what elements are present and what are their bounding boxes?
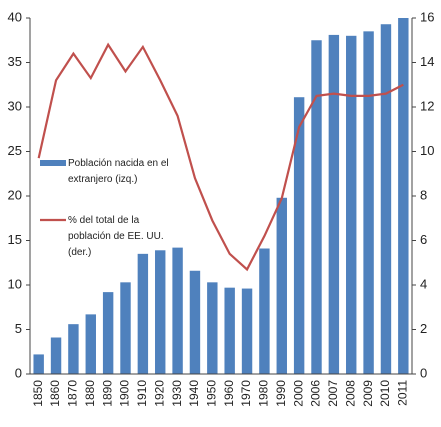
x-tick-label: 1930 (170, 380, 184, 407)
y2-tick-label: 10 (420, 143, 434, 158)
bar (189, 270, 201, 374)
x-tick-label: 1950 (204, 380, 218, 407)
legend-label: Población nacida en el extranjero (izq.) (68, 158, 169, 185)
y2-tick-label: 4 (420, 276, 427, 291)
x-tick-label: 1880 (83, 380, 97, 407)
x-tick-label: 2008 (343, 380, 357, 407)
x-tick-label: 2009 (361, 380, 375, 407)
bar (293, 97, 305, 375)
y2-tick-label: 0 (420, 365, 427, 380)
legend-swatch (40, 160, 66, 166)
bar (224, 287, 235, 374)
x-tick-label: 1980 (257, 380, 271, 407)
y2-tick-label: 6 (420, 232, 427, 247)
bar (50, 337, 62, 374)
x-tick-label: 1910 (135, 380, 149, 407)
bar (85, 314, 96, 374)
x-tick-label: 1990 (274, 380, 288, 407)
x-tick-label: 1920 (152, 380, 166, 407)
x-tick-label: 1960 (222, 380, 236, 407)
bar (276, 197, 287, 374)
bar (137, 253, 149, 374)
y-tick-label: 5 (15, 321, 22, 336)
y-tick-label: 35 (8, 54, 22, 69)
bar (363, 31, 374, 374)
bar (33, 354, 44, 374)
x-tick-label: 1900 (118, 380, 132, 407)
y-tick-label: 20 (8, 187, 22, 202)
x-tick-label: 2011 (395, 380, 409, 406)
x-tick-label: 1940 (187, 380, 201, 407)
y2-tick-label: 8 (420, 187, 427, 202)
x-tick-label: 2007 (326, 380, 340, 407)
bar (172, 247, 183, 374)
x-tick-label: 2000 (291, 380, 305, 407)
y-tick-label: 10 (8, 276, 22, 291)
bar (68, 324, 79, 374)
y-tick-label: 25 (8, 143, 22, 158)
x-tick-label: 1860 (48, 380, 62, 407)
bar (102, 292, 114, 374)
x-tick-label: 2006 (309, 380, 323, 407)
y2-tick-label: 14 (420, 54, 434, 69)
bar (241, 288, 253, 374)
bar (155, 250, 166, 374)
y-tick-label: 40 (8, 9, 22, 24)
bar (380, 24, 392, 374)
bar (259, 248, 270, 374)
y-tick-label: 0 (15, 365, 22, 380)
y2-tick-label: 12 (420, 98, 434, 113)
x-tick-label: 2010 (378, 380, 392, 407)
bar (311, 40, 322, 374)
bar (120, 282, 131, 374)
x-tick-label: 1850 (31, 380, 45, 407)
bar (398, 18, 409, 374)
bar (207, 282, 218, 374)
bar (346, 35, 357, 375)
y2-tick-label: 16 (420, 9, 434, 24)
x-tick-label: 1870 (66, 380, 80, 407)
line (37, 42, 404, 272)
y-tick-label: 30 (8, 98, 22, 113)
y-tick-label: 15 (8, 232, 22, 247)
y2-tick-label: 2 (420, 321, 427, 336)
x-tick-label: 1890 (100, 380, 114, 407)
x-tick-label: 1970 (239, 380, 253, 407)
bar (328, 34, 340, 374)
legend-label: % del total de la población de EE. UU. (de… (68, 215, 164, 258)
